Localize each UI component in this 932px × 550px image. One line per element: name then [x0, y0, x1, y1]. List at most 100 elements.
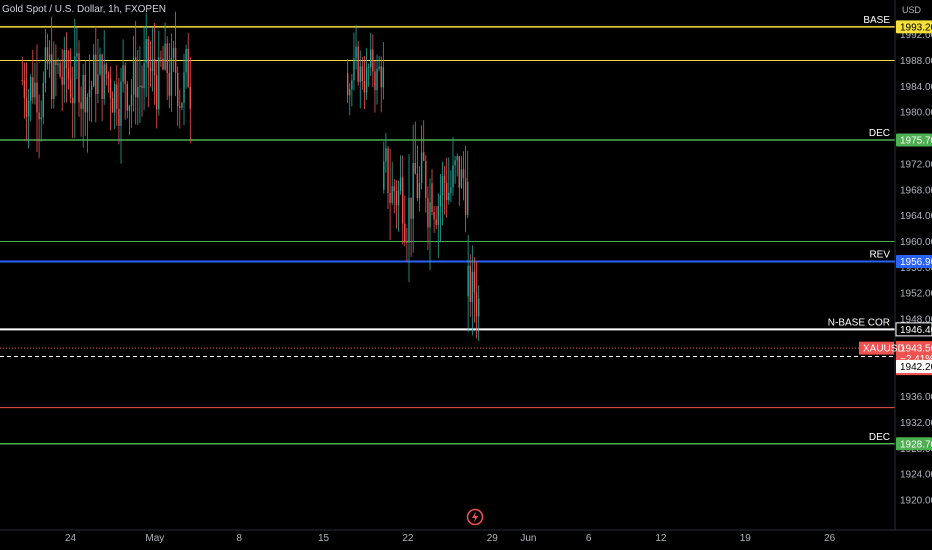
- candle-body: [124, 65, 126, 84]
- candle-body: [380, 66, 382, 88]
- candle-body: [370, 49, 372, 68]
- candle-body: [63, 50, 65, 85]
- candle-body: [414, 162, 416, 174]
- candle-body: [385, 148, 387, 162]
- candle-body: [357, 46, 359, 82]
- candle-body: [69, 78, 72, 98]
- candle-body: [183, 72, 185, 103]
- candle-body: [177, 72, 179, 107]
- candle-body: [462, 169, 465, 178]
- symbol-title[interactable]: Gold Spot / U.S. Dollar, 1h, FXOPEN: [2, 4, 166, 15]
- candle-body: [80, 102, 82, 109]
- candle-body: [365, 67, 368, 93]
- y-tick-label: 1988.00: [900, 56, 932, 67]
- candle-body: [111, 98, 114, 113]
- candle-body: [122, 65, 124, 82]
- candle-body: [361, 66, 364, 82]
- y-tick-label: 1968.00: [900, 185, 932, 196]
- candle-body: [170, 57, 173, 96]
- candle-body: [435, 219, 437, 225]
- candle-body: [59, 63, 61, 77]
- candle-body: [130, 94, 133, 106]
- candle-body: [469, 265, 471, 303]
- level-price-tag: 1946.40: [900, 325, 932, 336]
- y-tick-label: 1960.00: [900, 237, 932, 248]
- candle-body: [84, 74, 86, 113]
- level-price-tag-bg: [896, 20, 932, 34]
- x-tick-label: 15: [318, 533, 330, 544]
- candle-body: [32, 77, 34, 98]
- candle-body: [153, 58, 156, 76]
- candle-body: [34, 82, 36, 98]
- candle-body: [427, 197, 429, 228]
- candle-body: [25, 98, 28, 117]
- candle-body: [93, 54, 95, 87]
- candle-body: [393, 186, 395, 192]
- candle-body: [391, 186, 393, 203]
- candle-body: [103, 64, 105, 99]
- candle-body: [57, 63, 59, 66]
- currency-label[interactable]: USD: [902, 5, 922, 15]
- candle-body: [40, 117, 42, 120]
- candle-body: [431, 183, 433, 212]
- candle-body: [172, 48, 175, 58]
- candle-body: [44, 47, 47, 83]
- candle-body: [346, 73, 349, 96]
- candle-body: [38, 112, 40, 120]
- x-tick-label: 29: [487, 533, 499, 544]
- candles-layer: [21, 11, 480, 341]
- candle-body: [412, 162, 414, 219]
- y-tick-label: 1924.00: [900, 470, 932, 481]
- candle-body: [382, 67, 385, 88]
- candle-body: [448, 192, 450, 201]
- candle-body: [446, 182, 448, 201]
- x-tick-label: 19: [740, 533, 752, 544]
- candle-body: [359, 66, 361, 82]
- x-tick-label: 22: [402, 533, 414, 544]
- candle-body: [351, 80, 353, 90]
- candle-body: [389, 193, 391, 203]
- candle-body: [141, 85, 143, 89]
- candle-body: [179, 106, 181, 108]
- candle-body: [416, 173, 419, 199]
- symbol-tag: XAUUSD: [863, 344, 905, 355]
- candle-body: [90, 86, 93, 90]
- candle-body: [454, 160, 456, 166]
- level-label: DEC: [869, 128, 890, 139]
- candle-body: [174, 48, 177, 73]
- candle-body: [48, 54, 51, 64]
- current-change-text: −2.41%: [900, 354, 932, 365]
- lightning-icon[interactable]: [466, 508, 484, 526]
- candle-body: [23, 80, 26, 99]
- candle-body: [467, 265, 469, 297]
- candle-body: [443, 176, 446, 183]
- x-tick-label: 8: [236, 533, 242, 544]
- x-tick-label: 24: [65, 533, 77, 544]
- dashed-level-tag: 1942.20: [900, 362, 932, 373]
- level-price-tag-bg: [896, 437, 932, 451]
- candle-body: [158, 57, 160, 110]
- level-label: REV: [869, 250, 890, 261]
- candle-body: [383, 161, 385, 190]
- current-price-text: 1943.50: [900, 344, 932, 355]
- y-tick-label: 1992.00: [900, 30, 932, 41]
- candle-body: [135, 57, 137, 98]
- level-price-tag: 1993.20: [900, 22, 932, 33]
- candle-body: [450, 187, 452, 193]
- candle-body: [406, 241, 408, 243]
- candle-body: [439, 195, 442, 207]
- candle-body: [101, 54, 103, 99]
- candle-body: [82, 74, 84, 109]
- candle-body: [99, 54, 101, 75]
- candle-body: [21, 79, 23, 81]
- candle-body: [67, 68, 70, 79]
- x-tick-label: 12: [655, 533, 667, 544]
- time-axis[interactable]: 24 May 8 15 22 29 Jun 6 12 19 26: [65, 533, 836, 544]
- candle-body: [149, 67, 152, 72]
- candle-body: [410, 197, 412, 219]
- candle-body: [353, 58, 355, 81]
- candle-body: [404, 223, 406, 242]
- y-tick-label: 1972.00: [900, 159, 932, 170]
